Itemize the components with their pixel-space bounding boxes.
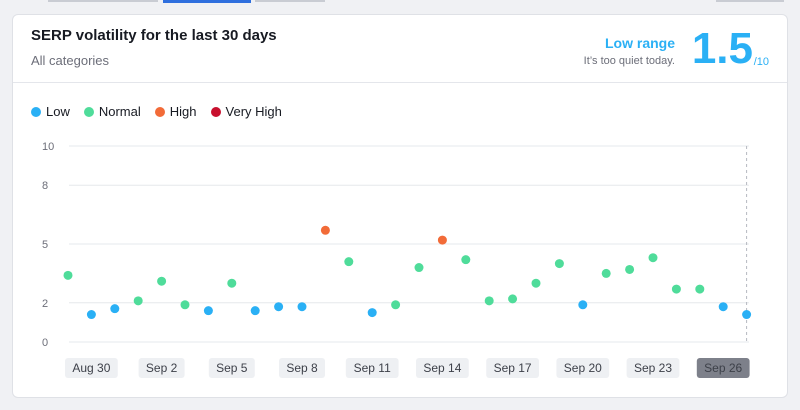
x-tick-pill (556, 358, 610, 378)
x-tick-pill (279, 358, 325, 378)
data-point (437, 235, 447, 245)
data-point (227, 278, 237, 288)
x-tick-label: Aug 30 (72, 361, 110, 375)
legend-item-normal[interactable]: Normal (83, 104, 141, 119)
data-point (344, 257, 354, 267)
x-tick-pill (416, 358, 469, 378)
top-tab[interactable] (48, 0, 158, 2)
data-point (320, 225, 330, 235)
volatility-score: 1.5 (691, 24, 753, 73)
x-tick-label: Sep 8 (286, 361, 318, 375)
data-point (250, 306, 260, 316)
x-tick-label: Sep 5 (216, 361, 248, 375)
data-point (671, 284, 681, 294)
range-label: Low range (604, 35, 675, 51)
data-point (625, 264, 635, 274)
x-tick-pill (138, 358, 185, 378)
x-tick-pill (696, 358, 750, 378)
serp-volatility-card: SERP volatility for the last 30 days All… (12, 14, 788, 398)
card-title: SERP volatility for the last 30 days (31, 27, 277, 44)
data-point (601, 268, 611, 278)
data-point (554, 259, 564, 269)
data-point (508, 294, 518, 304)
legend-dot-very-high (210, 106, 221, 117)
legend-item-high[interactable]: High (154, 104, 197, 119)
data-point (86, 310, 96, 320)
card-header: SERP volatility for the last 30 days All… (13, 15, 787, 83)
y-tick-label: 5 (42, 239, 48, 251)
data-point (110, 304, 120, 314)
x-tick-pill (208, 358, 255, 378)
y-tick-label: 10 (42, 141, 54, 153)
x-tick-label: Sep 11 (354, 361, 391, 375)
data-point (531, 278, 541, 288)
legend-label: Very High (225, 104, 282, 119)
data-point (391, 300, 401, 310)
data-point (484, 296, 494, 306)
top-tab[interactable] (716, 0, 784, 2)
chart-legend: Low Normal High Very High (31, 104, 282, 119)
y-tick-label: 2 (42, 298, 48, 310)
x-tick-label: Sep 17 (494, 361, 532, 375)
data-point (695, 284, 705, 294)
data-point (648, 253, 658, 263)
x-tick-label: Sep 2 (146, 361, 178, 375)
legend-label: High (169, 104, 197, 119)
top-tab-active[interactable] (163, 0, 251, 3)
legend-label: Low (46, 104, 70, 119)
data-point (297, 302, 307, 312)
category-subtitle: All categories (31, 53, 110, 68)
legend-dot-normal (83, 106, 94, 117)
x-tick-label: Sep 20 (564, 361, 602, 375)
data-point (742, 310, 752, 320)
x-tick-pill (486, 358, 539, 378)
data-point (367, 308, 377, 318)
x-tick-pill (65, 358, 118, 378)
legend-item-low[interactable]: Low (31, 104, 70, 119)
legend-item-very-high[interactable]: Very High (210, 104, 282, 119)
data-point (180, 300, 190, 310)
data-point (133, 296, 143, 306)
data-point (414, 263, 424, 273)
volatility-chart: 0 2 5 8 10 Aug 30 Sep 2 Sep 5 Sep 8 Sep 11 Sep 14 S… (42, 141, 752, 378)
data-point (461, 255, 471, 265)
data-point (274, 302, 284, 312)
data-point (157, 276, 167, 286)
x-tick-label: Sep 23 (634, 361, 672, 375)
legend-dot-high (154, 106, 165, 117)
score-denominator: /10 (753, 56, 769, 68)
y-tick-label: 8 (42, 180, 48, 192)
data-point (203, 306, 213, 316)
legend-label: Normal (98, 104, 141, 119)
top-tab[interactable] (255, 0, 325, 2)
data-point (63, 270, 73, 280)
legend-dot-low (31, 106, 41, 117)
x-tick-pill (345, 358, 399, 378)
y-tick-label: 0 (42, 337, 48, 349)
data-point (718, 302, 728, 312)
x-tick-label: Sep 26 (704, 361, 742, 375)
x-tick-pill (626, 358, 680, 378)
data-point (578, 300, 588, 310)
range-description: It’s too quiet today. (583, 55, 675, 67)
x-tick-label: Sep 14 (423, 361, 461, 375)
